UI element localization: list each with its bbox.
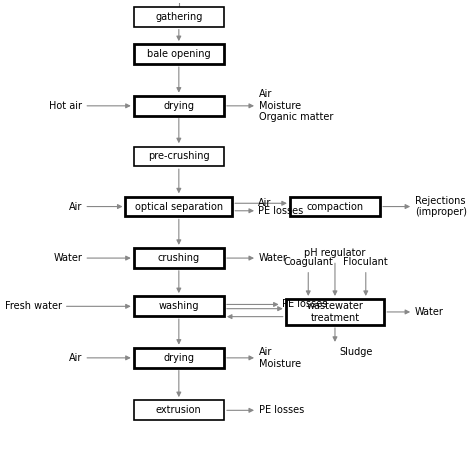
Text: pH regulator: pH regulator: [304, 248, 365, 258]
FancyBboxPatch shape: [134, 96, 224, 116]
Text: PE losses: PE losses: [259, 405, 304, 415]
FancyBboxPatch shape: [134, 297, 224, 316]
Text: wastewater
treatment: wastewater treatment: [307, 301, 364, 323]
Text: washing: washing: [159, 301, 199, 311]
FancyBboxPatch shape: [286, 299, 384, 325]
Text: Fresh water: Fresh water: [5, 301, 62, 311]
Text: Air: Air: [69, 201, 82, 211]
Text: PE losses: PE losses: [258, 206, 303, 216]
Text: Rejections
(improper): Rejections (improper): [415, 196, 467, 218]
Text: drying: drying: [164, 101, 194, 111]
Text: gathering: gathering: [155, 12, 202, 22]
Text: optical separation: optical separation: [135, 201, 223, 211]
Text: Coagulant: Coagulant: [283, 257, 333, 267]
FancyBboxPatch shape: [134, 401, 224, 420]
FancyBboxPatch shape: [126, 197, 232, 217]
Text: compaction: compaction: [306, 201, 364, 211]
Text: Floculant: Floculant: [343, 257, 388, 267]
FancyBboxPatch shape: [134, 248, 224, 268]
Text: PE losses: PE losses: [283, 300, 328, 310]
Text: Air
Moisture: Air Moisture: [259, 347, 301, 369]
Text: crushing: crushing: [158, 253, 200, 263]
Text: Hot air: Hot air: [49, 101, 82, 111]
FancyBboxPatch shape: [134, 7, 224, 27]
Text: Air
Moisture
Organic matter: Air Moisture Organic matter: [259, 89, 333, 122]
FancyBboxPatch shape: [290, 197, 380, 217]
Text: Water: Water: [415, 307, 444, 317]
Text: Sludge: Sludge: [339, 347, 373, 357]
Text: Air: Air: [258, 198, 271, 208]
FancyBboxPatch shape: [134, 348, 224, 368]
Text: Air: Air: [69, 353, 82, 363]
Text: extrusion: extrusion: [156, 405, 202, 415]
Text: bale opening: bale opening: [147, 49, 210, 59]
Text: drying: drying: [164, 353, 194, 363]
Text: Water: Water: [54, 253, 82, 263]
Text: pre-crushing: pre-crushing: [148, 151, 210, 162]
Text: Water: Water: [259, 253, 288, 263]
FancyBboxPatch shape: [134, 45, 224, 64]
FancyBboxPatch shape: [134, 146, 224, 166]
